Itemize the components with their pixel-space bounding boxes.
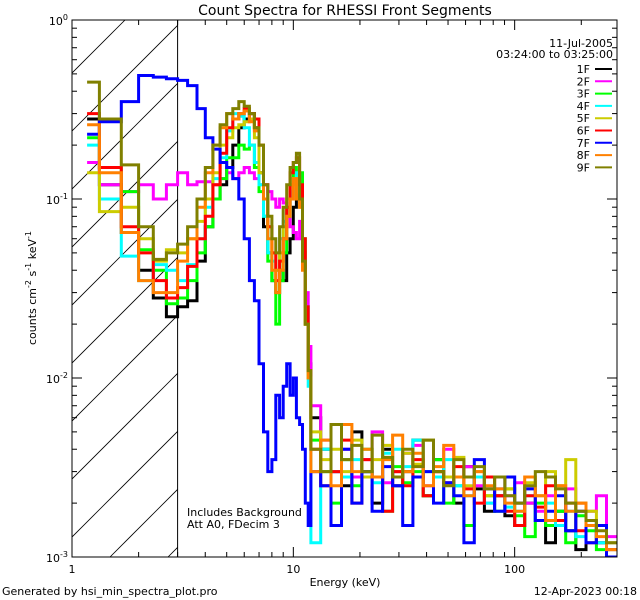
legend-label-9F: 9F	[577, 161, 590, 174]
hatch-line	[72, 314, 178, 422]
series-7F-line	[87, 74, 617, 557]
x-axis-label: Energy (keV)	[310, 576, 381, 589]
hatch-line	[342, 0, 640, 557]
hatch-line	[400, 0, 640, 557]
hatch-line	[72, 198, 178, 306]
legend-label-4F: 4F	[577, 100, 590, 113]
y-axis-label: counts cm-2 s-1 keV-1	[24, 231, 39, 345]
hatch-line	[72, 430, 178, 538]
hatch-line	[632, 0, 640, 557]
plot-frame	[71, 19, 618, 558]
legend-label-3F: 3F	[577, 88, 590, 101]
hatch-line	[72, 20, 126, 74]
y-tick-label: 10-2	[46, 371, 68, 386]
chart-title: Count Spectra for RHESSI Front Segments	[198, 3, 492, 19]
hatch-line	[72, 24, 178, 132]
timestamp-footer: 12-Apr-2023 00:18	[534, 585, 637, 598]
generated-by-footer: Generated by hsi_min_spectra_plot.pro	[2, 585, 218, 598]
hatch-line	[109, 488, 178, 557]
legend-label-2F: 2F	[577, 75, 590, 88]
legend-label-1F: 1F	[577, 63, 590, 76]
legend-label-7F: 7F	[577, 137, 590, 150]
legend-label-5F: 5F	[577, 112, 590, 125]
time-range-label: 03:24:00 to 03:25:00	[496, 48, 613, 61]
y-tick-label: 100	[49, 13, 68, 28]
annotation-attenuator: Att A0, FDecim 3	[187, 518, 280, 531]
y-tick-label: 10-1	[46, 192, 68, 207]
hatch-line	[72, 140, 178, 248]
date-label: 11-Jul-2005	[549, 37, 613, 50]
series-9F-line	[87, 80, 617, 545]
legend-label-6F: 6F	[577, 125, 590, 138]
hatch-line	[0, 0, 130, 557]
x-tick-label: 100	[504, 563, 525, 576]
legend-label-8F: 8F	[577, 149, 590, 162]
annotation-background: Includes Background	[187, 506, 302, 519]
y-tick-label: 10-3	[46, 550, 68, 565]
hatch-line	[72, 372, 178, 480]
x-tick-label: 10	[286, 563, 300, 576]
x-tick-label: 1	[69, 563, 76, 576]
